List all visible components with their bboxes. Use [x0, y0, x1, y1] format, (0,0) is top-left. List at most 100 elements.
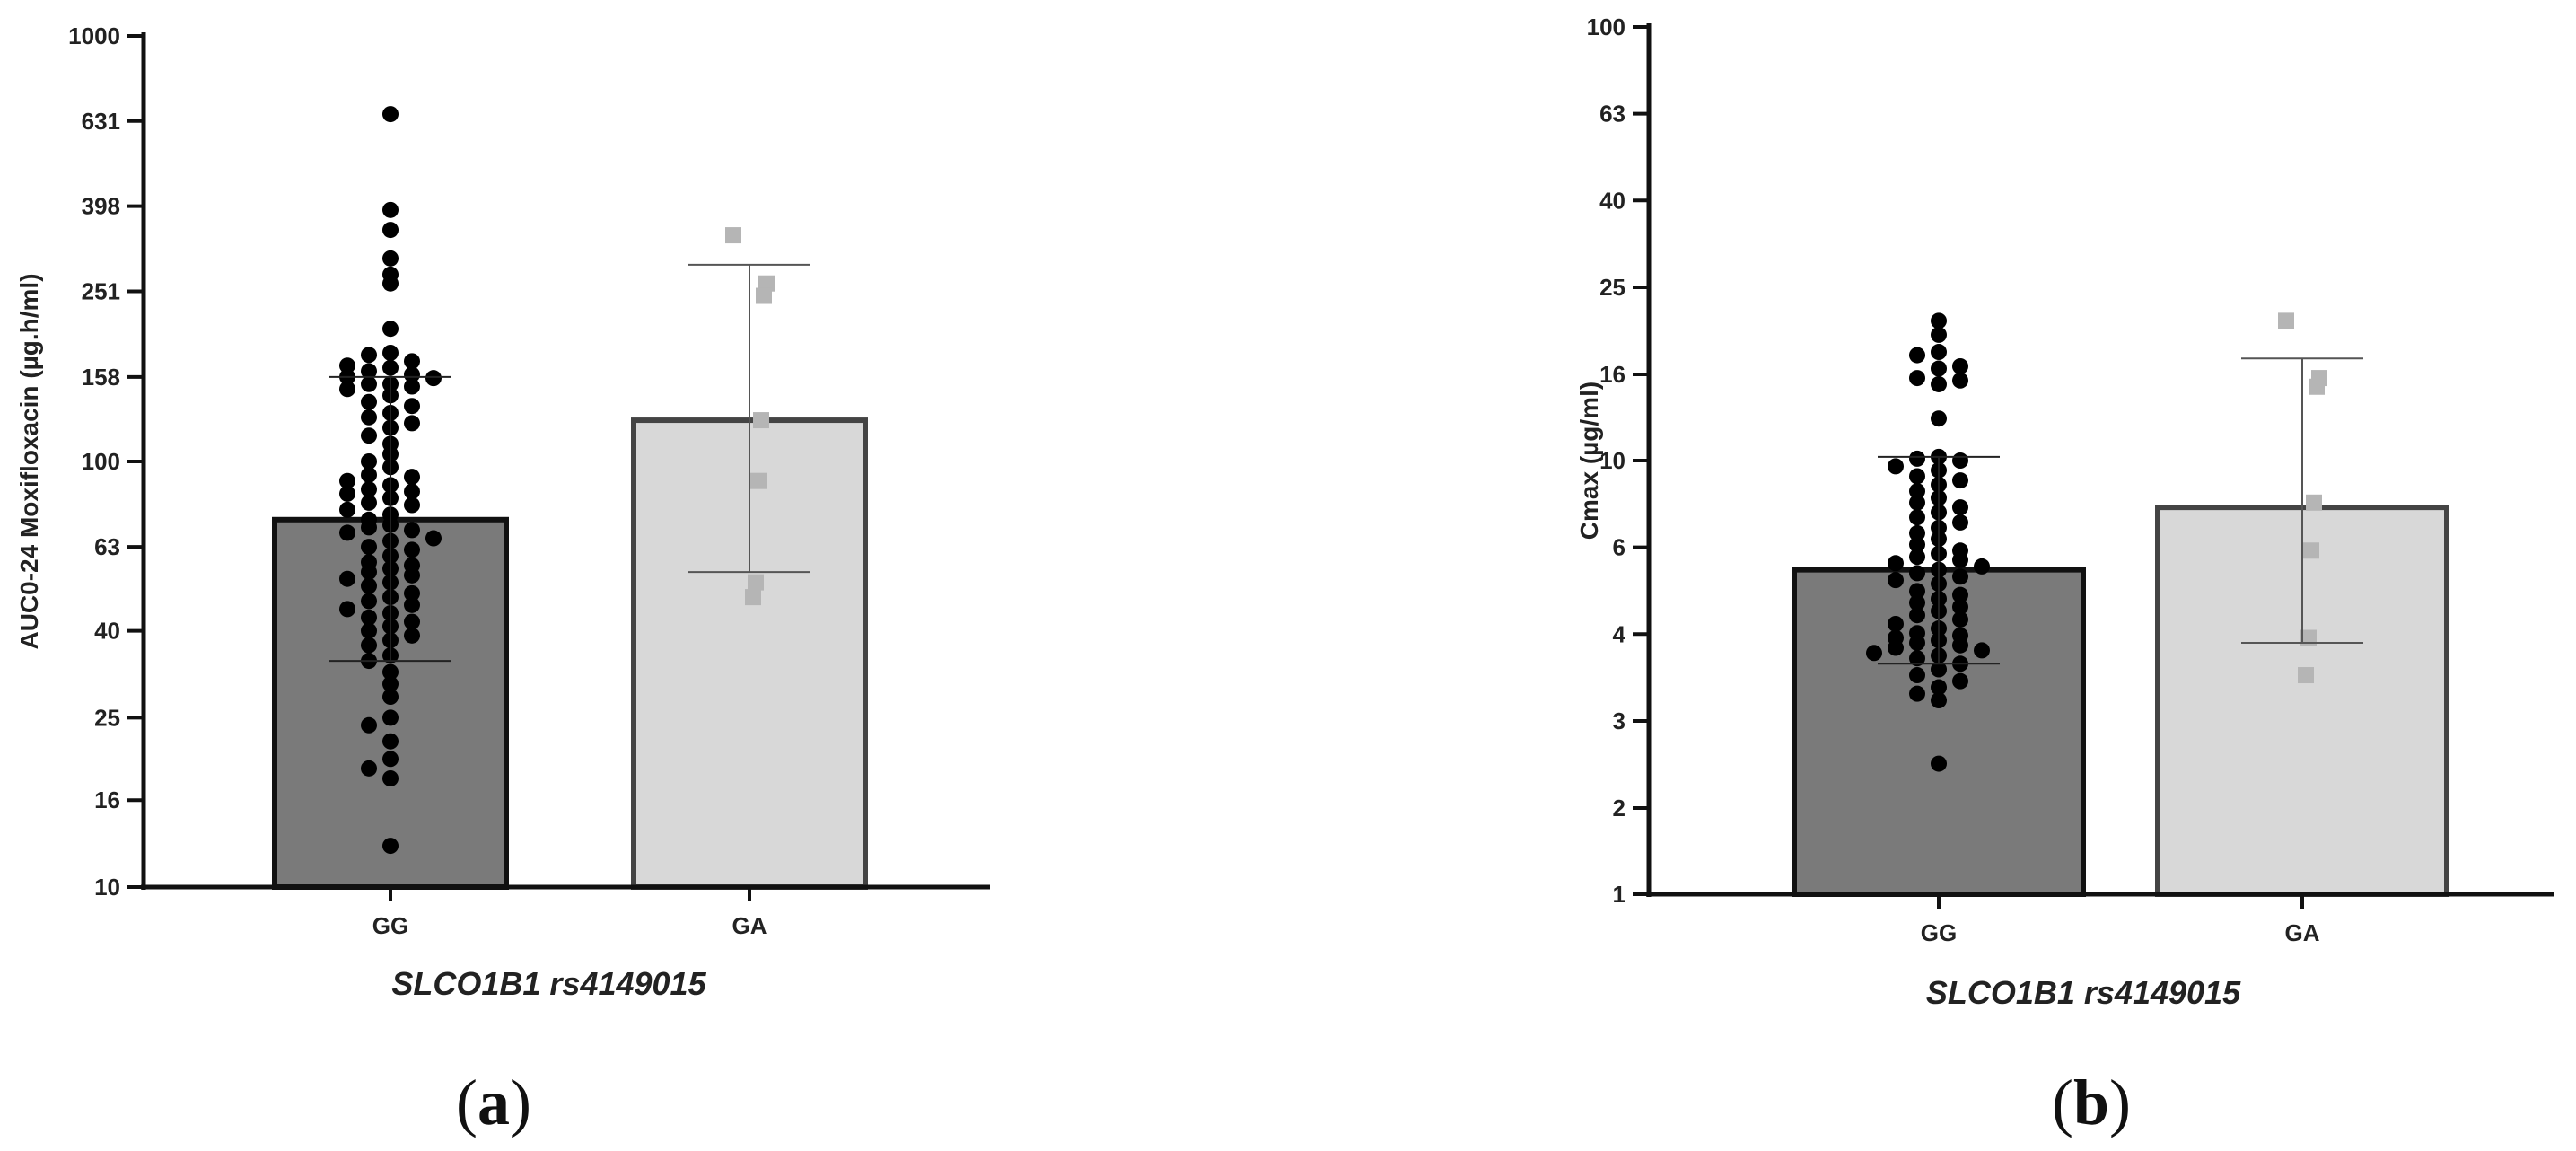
data-point-gg — [404, 567, 420, 584]
data-point-gg — [1909, 524, 1925, 541]
x-tick-label-ga: GA — [2285, 919, 2320, 946]
data-point-gg — [1952, 598, 1968, 615]
data-point-gg — [1909, 685, 1925, 702]
y-tick-label: 10 — [94, 874, 120, 901]
data-point-gg — [1931, 312, 1947, 329]
data-point-ga — [753, 412, 769, 429]
x-axis-title: SLCO1B1 rs4149015 — [391, 965, 706, 1002]
data-point-gg — [361, 577, 377, 594]
y-tick-label: 63 — [1599, 101, 1625, 127]
data-point-gg — [382, 751, 399, 768]
data-point-gg — [361, 494, 377, 511]
y-axis-title: Cmax (µg/ml) — [1575, 382, 1603, 540]
y-tick-label: 40 — [1599, 187, 1625, 214]
data-point-gg — [1909, 583, 1925, 600]
data-point-gg — [1952, 611, 1968, 628]
data-point-gg — [382, 663, 399, 681]
y-tick-label: 63 — [94, 533, 120, 560]
data-point-gg — [1909, 370, 1925, 387]
data-point-gg — [382, 709, 399, 726]
y-axis-title: AUC0-24 Moxifloxacin (µg.h/ml) — [15, 273, 43, 649]
data-point-gg — [361, 466, 377, 483]
data-point-gg — [1952, 372, 1968, 389]
data-point-gg — [382, 733, 399, 750]
data-point-gg — [339, 472, 355, 489]
data-point-gg — [339, 357, 355, 374]
y-tick-label: 1 — [1613, 881, 1625, 908]
data-point-gg — [361, 609, 377, 626]
data-point-gg — [382, 770, 399, 787]
data-point-gg — [339, 501, 355, 518]
y-tick-label: 4 — [1613, 620, 1626, 647]
data-point-gg — [1931, 679, 1947, 696]
data-point-ga — [725, 227, 741, 244]
data-point-ga — [2303, 542, 2319, 559]
data-point-gg — [361, 564, 377, 581]
data-point-gg — [404, 584, 420, 602]
data-point-gg — [404, 627, 420, 644]
data-point-gg — [361, 427, 377, 444]
x-tick-label-gg: GG — [1921, 919, 1957, 946]
data-point-gg — [1952, 672, 1968, 690]
data-point-gg — [339, 570, 355, 587]
data-point-gg — [339, 601, 355, 618]
data-point-gg — [1931, 410, 1947, 427]
data-point-gg — [1931, 326, 1947, 343]
data-point-gg — [1952, 637, 1968, 654]
y-tick-label: 3 — [1613, 707, 1625, 734]
y-tick-label: 6 — [1613, 534, 1625, 561]
data-point-gg — [361, 453, 377, 470]
data-point-gg — [1909, 667, 1925, 684]
data-point-gg — [1974, 558, 1990, 575]
data-point-gg — [404, 522, 420, 539]
data-point-gg — [361, 539, 377, 556]
data-point-gg — [1952, 514, 1968, 531]
data-point-gg — [1931, 755, 1947, 772]
data-point-gg — [361, 481, 377, 498]
y-tick-label: 25 — [1599, 274, 1625, 301]
data-point-gg — [404, 398, 420, 415]
data-point-gg — [404, 483, 420, 500]
data-point-gg — [1909, 650, 1925, 667]
data-point-gg — [361, 716, 377, 734]
y-tick-label: 10 — [1599, 447, 1625, 474]
data-point-gg — [361, 760, 377, 777]
data-point-gg — [1909, 450, 1925, 467]
data-point-gg — [361, 363, 377, 380]
y-tick-label: 398 — [82, 193, 120, 220]
data-point-gg — [1888, 615, 1904, 632]
data-point-gg — [361, 637, 377, 654]
data-point-ga — [745, 589, 761, 606]
y-tick-label: 2 — [1613, 795, 1625, 822]
data-point-gg — [1909, 468, 1925, 485]
data-point-ga — [2306, 494, 2322, 511]
data-point-gg — [404, 366, 420, 383]
data-point-gg — [382, 675, 399, 692]
data-point-ga — [2278, 312, 2294, 329]
data-point-gg — [425, 530, 442, 547]
data-point-gg — [1909, 607, 1925, 624]
data-point-gg — [404, 353, 420, 370]
data-point-gg — [1931, 360, 1947, 377]
panel-label: (b) — [2052, 1067, 2131, 1138]
data-point-gg — [382, 250, 399, 267]
data-point-ga — [2298, 667, 2314, 684]
panel-label: (a) — [456, 1067, 531, 1138]
data-point-gg — [1931, 375, 1947, 392]
data-point-ga — [748, 574, 764, 591]
data-point-gg — [1952, 499, 1968, 516]
data-point-gg — [1909, 483, 1925, 500]
data-point-gg — [339, 485, 355, 502]
data-point-gg — [404, 469, 420, 486]
data-point-gg — [1952, 452, 1968, 469]
data-point-gg — [382, 275, 399, 292]
y-tick-label: 158 — [82, 364, 120, 391]
data-point-gg — [382, 321, 399, 338]
data-point-gg — [382, 689, 399, 706]
data-point-gg — [404, 378, 420, 395]
data-point-gg — [404, 613, 420, 630]
y-tick-label: 631 — [82, 108, 120, 135]
data-point-gg — [1909, 536, 1925, 553]
data-point-gg — [382, 838, 399, 855]
